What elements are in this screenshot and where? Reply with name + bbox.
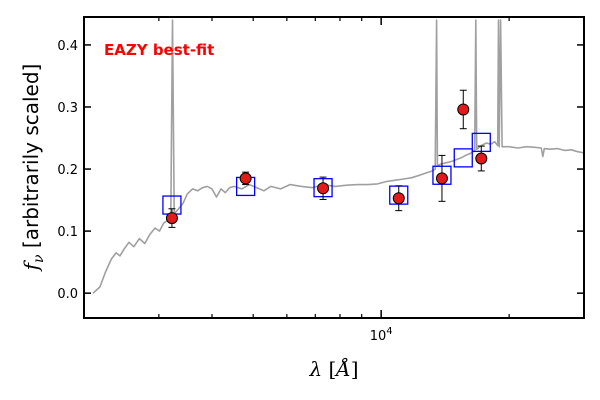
observed-flux-point — [165, 212, 178, 225]
observed-flux-point — [475, 152, 488, 165]
chart-annotation: EAZY best-fit — [104, 41, 214, 59]
y-tick-label: 0.4 — [57, 39, 78, 54]
observed-flux-point — [392, 192, 405, 205]
observed-flux-point — [317, 182, 330, 195]
plot-area — [92, 19, 585, 294]
y-tick-label: 0.1 — [57, 225, 78, 240]
observed-flux-point — [457, 103, 470, 116]
y-tick-label: 0.3 — [57, 101, 78, 116]
axes-frame — [83, 16, 585, 319]
x-tick-label: 104 — [370, 326, 393, 344]
y-tick-label: 0.0 — [57, 287, 78, 302]
model-flux-square — [453, 148, 473, 168]
y-axis-label: fν [arbitrarily scaled] — [19, 64, 47, 273]
ticks: 0.0 0.1 0.2 0.3 0.4 104 — [57, 17, 584, 344]
observed-flux-point — [239, 172, 252, 185]
y-tick-label: 0.2 — [57, 163, 78, 178]
observed-flux-point — [435, 172, 448, 185]
x-axis-label: λ [Å] — [308, 356, 358, 381]
sed-line — [92, 19, 585, 294]
